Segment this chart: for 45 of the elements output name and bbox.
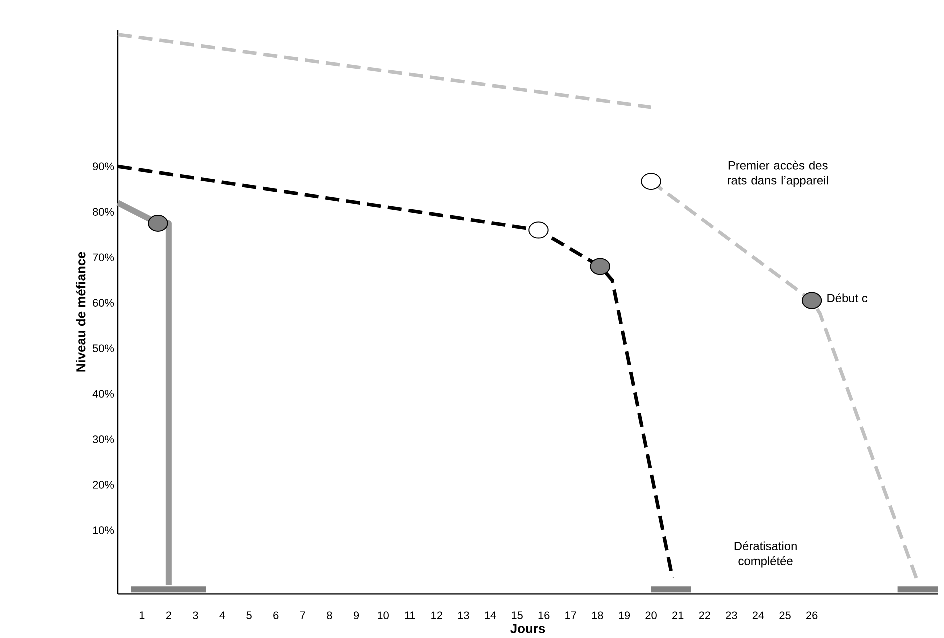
y-tick-label: 50% [92, 344, 114, 352]
point [802, 292, 822, 310]
y-tick-label: 40% [92, 390, 114, 398]
x-tick-label: 3 [193, 612, 198, 620]
y-tick-label: 90% [93, 162, 114, 171]
x-tick-label: 1 [140, 612, 145, 620]
point [528, 222, 549, 239]
x-tick-label: 4 [220, 612, 226, 620]
y-tick-label: 70% [93, 254, 114, 262]
x-tick-label: 10 [378, 612, 389, 620]
annotation: Dératisation complétée [734, 542, 797, 568]
y-tick-label: 60% [93, 299, 114, 307]
x-tick-label: 19 [619, 612, 630, 620]
point [148, 214, 168, 232]
x-tick-label: 17 [566, 612, 576, 620]
x-tick-label: 14 [485, 612, 496, 620]
x-tick-label: 24 [752, 612, 764, 620]
x-tick-label: 23 [726, 612, 738, 620]
annotation: Début c [828, 294, 868, 303]
x-tick-label: 20 [646, 612, 657, 620]
x-tick-label: 16 [538, 612, 550, 620]
y-tick-label: 10% [93, 526, 114, 534]
point [641, 173, 662, 190]
y-tick-label: 80% [93, 208, 114, 216]
x-axis-title: Jours [510, 624, 546, 634]
x-tick-label: 12 [432, 612, 442, 620]
point [590, 258, 610, 276]
x-tick-label: 18 [592, 612, 604, 620]
x-tick-label: 2 [166, 612, 172, 620]
x-tick-label: 7 [300, 612, 306, 620]
y-tick-label: 30% [92, 436, 114, 444]
x-tick-label: 26 [806, 612, 818, 620]
x-tick-label: 21 [672, 612, 684, 620]
x-tick-label: 13 [458, 612, 470, 620]
x-tick-label: 15 [512, 612, 523, 620]
x-tick-label: 5 [246, 612, 252, 620]
y-axis-title: Niveau de méfiance [76, 252, 86, 372]
x-tick-label: 9 [354, 612, 360, 620]
y-tick-label: 20% [93, 481, 114, 489]
x-tick-label: 22 [699, 612, 710, 620]
x-tick-label: 8 [327, 612, 332, 620]
x-tick-label: 6 [274, 612, 279, 620]
x-tick-label: 11 [405, 612, 416, 620]
annotation: Premier accès des rats dans l’appareil [728, 160, 828, 188]
x-tick-label: 25 [780, 612, 791, 620]
